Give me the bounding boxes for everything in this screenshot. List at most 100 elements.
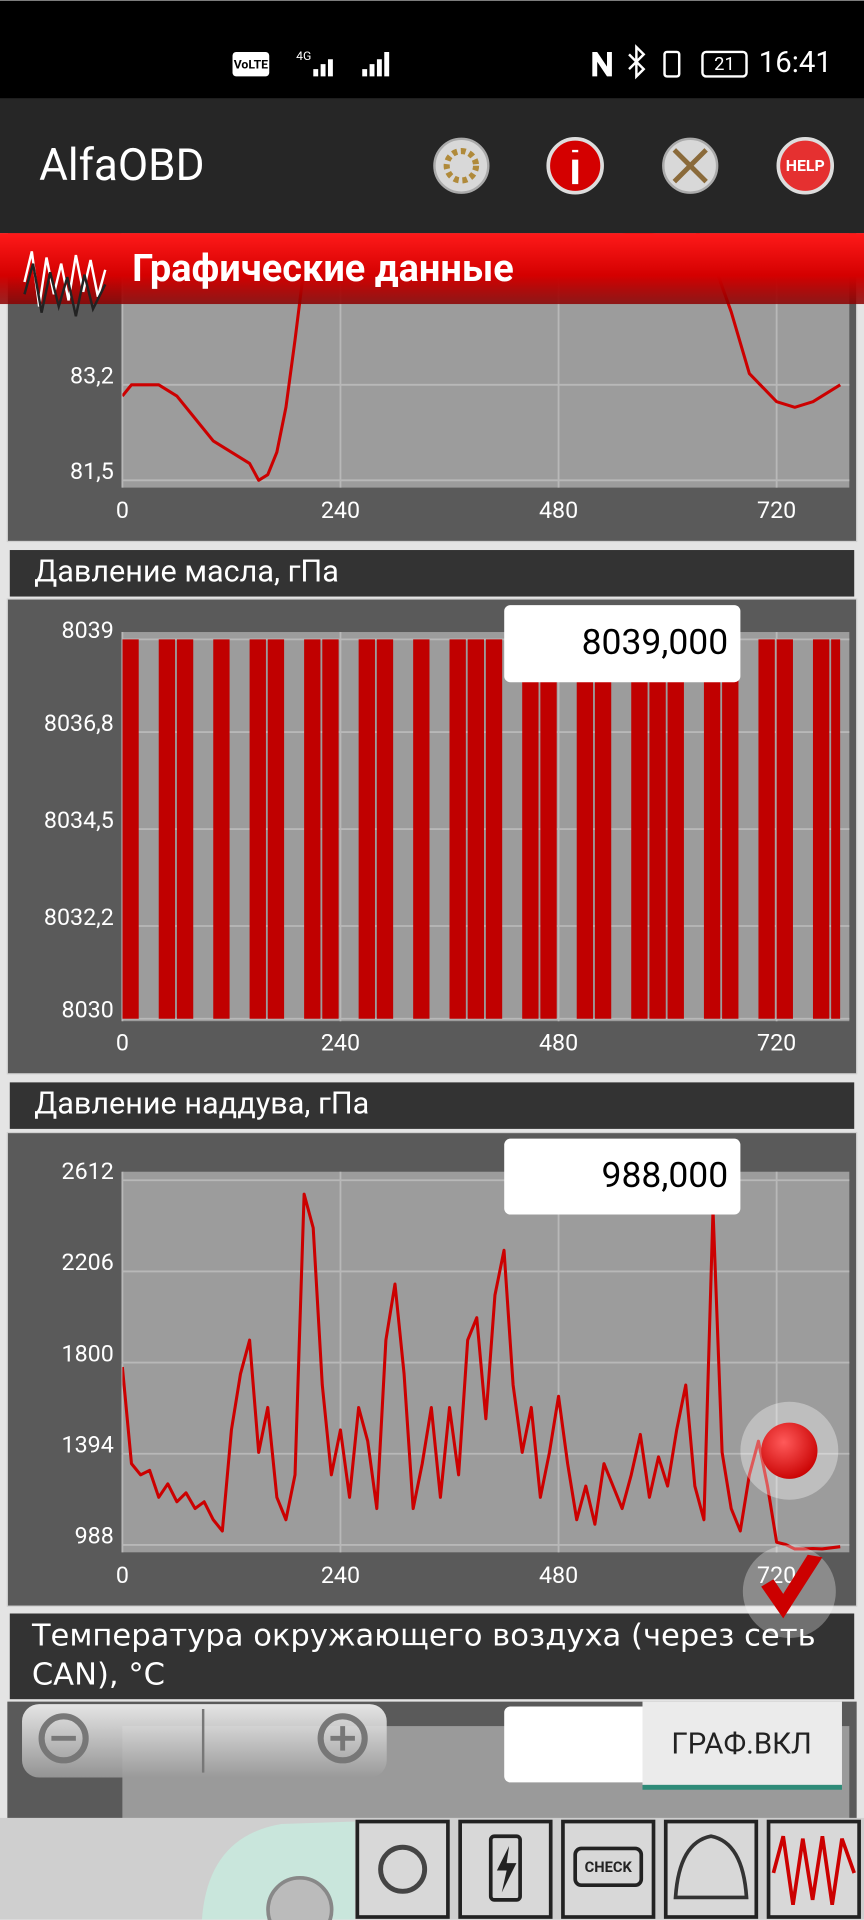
y-tick-label: 8030 [62,996,114,1024]
data-segment [594,639,612,1019]
data-segment [812,639,830,1019]
title-bar [9,550,855,597]
chart-title: Температура окружающего воздуха (через с… [31,1617,816,1692]
data-segment [522,639,539,1019]
series [122,1192,841,1551]
x-tick-label: 240 [321,1029,360,1057]
y-tick-label: 2612 [62,1157,114,1185]
zoom-controls[interactable] [22,1704,387,1778]
value-box [504,605,741,683]
y-tick-label: 83,2 [70,362,114,390]
y-tick-label: 988 [75,1522,114,1550]
value-box [504,1138,741,1215]
volte-label: VoLTE [234,58,268,72]
y-tick-label: 81,5 [70,457,114,485]
panels: 0 240 480 720 81,5 83,2 Давление масла, гПа 0 24… [6,183,858,1607]
toolbar-buttons: CHECK [355,1819,861,1919]
battery-icon [488,1834,522,1902]
y-tick-label: 1394 [62,1431,114,1459]
data-segment [703,639,721,1019]
key-button[interactable] [355,1819,450,1919]
data-segment [413,639,430,1019]
data-segment [158,639,176,1019]
clock: 16:41 [759,46,832,80]
data-segment [485,639,503,1019]
y-tick-label: 8034,5 [44,806,114,834]
check-label: CHECK [585,1858,633,1876]
data-segment [176,639,194,1019]
y-tick-label: 8039 [62,616,114,644]
zoom-out[interactable] [38,1713,89,1764]
zoom-in[interactable] [317,1713,368,1764]
signal-icons [313,51,390,77]
data-segment [213,639,230,1019]
app-bar [0,98,864,234]
chart-title: Давление наддува, гПа [34,1087,369,1122]
data-segment [376,639,394,1019]
x-tick-label: 0 [116,1029,129,1057]
check-button[interactable] [761,1554,823,1619]
data-segment [831,639,841,1019]
x-tick-label: 240 [321,496,360,524]
data-segment [249,639,266,1019]
data-line [122,226,842,482]
chart-title: Давление масла, гПа [34,554,339,589]
data-segment [722,639,739,1019]
plus [330,1726,355,1751]
help-button[interactable] [776,136,835,195]
x-tick-label: 480 [539,496,578,524]
title-bar [9,1082,855,1129]
y-tick-label: 1800 [62,1339,114,1367]
app-title: AlfaOBD [39,139,204,191]
tools-icon [672,148,708,184]
data-segment [667,639,684,1019]
x-tick-label: 480 [539,1561,578,1589]
y-tick-label: 2206 [62,1248,114,1276]
data-segment [467,639,485,1019]
x-tick-label: 0 [116,496,129,524]
data-segment [576,639,594,1019]
series [122,639,841,1019]
y-tick-label: 8032,2 [44,903,114,931]
series [122,226,842,482]
data-segment [449,639,466,1019]
x-tick-label: 480 [539,1029,578,1057]
data-segment [358,639,375,1019]
car-icon [673,1834,749,1900]
settings-button[interactable] [433,137,490,194]
battery-level: 21 [714,54,735,75]
gear-icon [443,148,480,184]
data-segment [631,639,648,1019]
banner-title: Графические данные [132,247,514,291]
data-line [122,1192,841,1551]
data-segment [758,639,775,1019]
data-segment [322,639,339,1019]
check-engine-button[interactable] [561,1819,656,1919]
current-value: 8039,000 [582,621,729,663]
data-segment [649,639,666,1019]
network-label: 4G [296,49,311,63]
graph-button[interactable] [642,1701,842,1788]
data-segment [304,639,321,1019]
x-tick-label: 720 [757,496,796,524]
current-value: 988,000 [602,1154,729,1196]
x-tick-label: 240 [321,1561,360,1589]
banner-icon-shadow [23,263,107,317]
key-icon [378,1844,428,1894]
graph-button-label[interactable]: ГРАФ.ВКЛ [671,1727,811,1761]
data-segment [776,639,793,1019]
engine-icon [573,1846,644,1888]
battery-icon [701,50,748,78]
vibrate-icon [663,50,681,78]
record-button[interactable] [761,1422,818,1479]
button-underline [642,1784,842,1790]
bluetooth-icon [628,44,646,80]
graph-icon [771,1835,856,1906]
wheel [266,1876,334,1920]
volte-badge [232,51,270,77]
data-segment [122,639,139,1019]
x-tick-label: 0 [116,1561,129,1589]
help-label[interactable]: HELP [786,156,825,175]
x-tick-label: 720 [757,1029,796,1057]
